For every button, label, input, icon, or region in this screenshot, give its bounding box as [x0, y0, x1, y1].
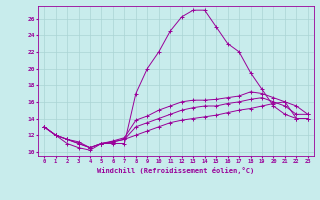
X-axis label: Windchill (Refroidissement éolien,°C): Windchill (Refroidissement éolien,°C): [97, 167, 255, 174]
